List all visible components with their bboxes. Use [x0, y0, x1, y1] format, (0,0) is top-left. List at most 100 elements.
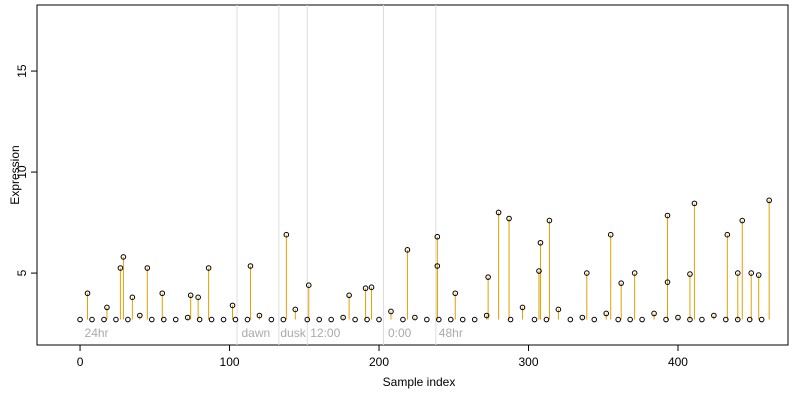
point [280, 316, 287, 323]
point [452, 290, 459, 297]
point [256, 312, 263, 319]
point [113, 316, 119, 323]
point [734, 316, 741, 323]
point [519, 304, 526, 311]
point [84, 290, 91, 297]
point [144, 265, 151, 271]
point [631, 270, 638, 276]
point [368, 284, 375, 291]
point [739, 217, 746, 224]
point [495, 209, 502, 216]
point [734, 270, 741, 276]
point [664, 212, 671, 219]
point [639, 316, 645, 323]
point [120, 254, 127, 260]
point [232, 316, 239, 323]
point [149, 316, 155, 323]
point [292, 306, 299, 313]
point [229, 302, 236, 309]
x-tick-label: 0 [77, 355, 84, 369]
point [711, 312, 717, 319]
point [412, 314, 418, 321]
point [758, 316, 765, 323]
point [618, 280, 624, 286]
point [724, 231, 731, 238]
point [485, 274, 491, 280]
point [447, 316, 454, 323]
point [531, 316, 538, 323]
point [159, 290, 166, 297]
point [187, 292, 194, 299]
point [352, 316, 358, 323]
point [434, 263, 441, 269]
point [340, 314, 346, 321]
point [388, 308, 394, 315]
point [196, 316, 203, 323]
point [664, 279, 671, 285]
x-axis-label: Sample index [383, 375, 456, 389]
point [543, 316, 550, 323]
point [651, 310, 657, 317]
point [436, 316, 442, 323]
point [362, 285, 369, 292]
point [555, 306, 562, 313]
point [283, 231, 290, 238]
point [699, 316, 705, 323]
point [583, 270, 590, 276]
point [316, 316, 323, 323]
x-tick-label: 100 [220, 355, 240, 369]
x-tick-label: 400 [668, 355, 688, 369]
annotation: dusk [280, 326, 306, 340]
point [483, 312, 490, 319]
point [537, 239, 544, 246]
point [101, 316, 107, 323]
point [424, 316, 430, 323]
point [184, 314, 191, 321]
point [77, 316, 83, 323]
point [205, 265, 212, 271]
point [346, 292, 352, 299]
point [117, 265, 124, 271]
point [160, 316, 167, 323]
point [675, 314, 681, 321]
point [471, 316, 478, 323]
point [546, 217, 553, 224]
point [691, 200, 698, 207]
point [400, 316, 406, 323]
annotation: 48hr [439, 326, 463, 340]
point [603, 310, 610, 317]
point [459, 316, 466, 323]
point [404, 247, 411, 253]
annotation: dawn [241, 326, 270, 340]
point [723, 316, 729, 323]
point [125, 316, 131, 323]
point [766, 197, 772, 204]
point [755, 272, 762, 278]
plot-frame [36, 4, 789, 346]
point [195, 294, 201, 301]
y-axis-label: Expression [8, 145, 22, 204]
y-tick-label: 10 [15, 165, 29, 179]
point [579, 314, 586, 321]
point [129, 294, 136, 301]
point [536, 268, 542, 274]
annotation: 12:00 [310, 326, 340, 340]
point [434, 233, 441, 240]
point [607, 231, 614, 238]
x-tick-label: 200 [369, 355, 389, 369]
point [567, 316, 574, 323]
point [137, 312, 143, 319]
point [89, 316, 95, 323]
point [364, 316, 370, 323]
x-tick-label: 300 [518, 355, 538, 369]
point [746, 316, 753, 323]
point [615, 316, 621, 323]
annotation: 24hr [85, 326, 109, 340]
point [376, 316, 382, 323]
point [172, 316, 179, 323]
point [663, 316, 669, 323]
point [244, 316, 251, 323]
point [748, 270, 755, 276]
point [104, 304, 110, 311]
